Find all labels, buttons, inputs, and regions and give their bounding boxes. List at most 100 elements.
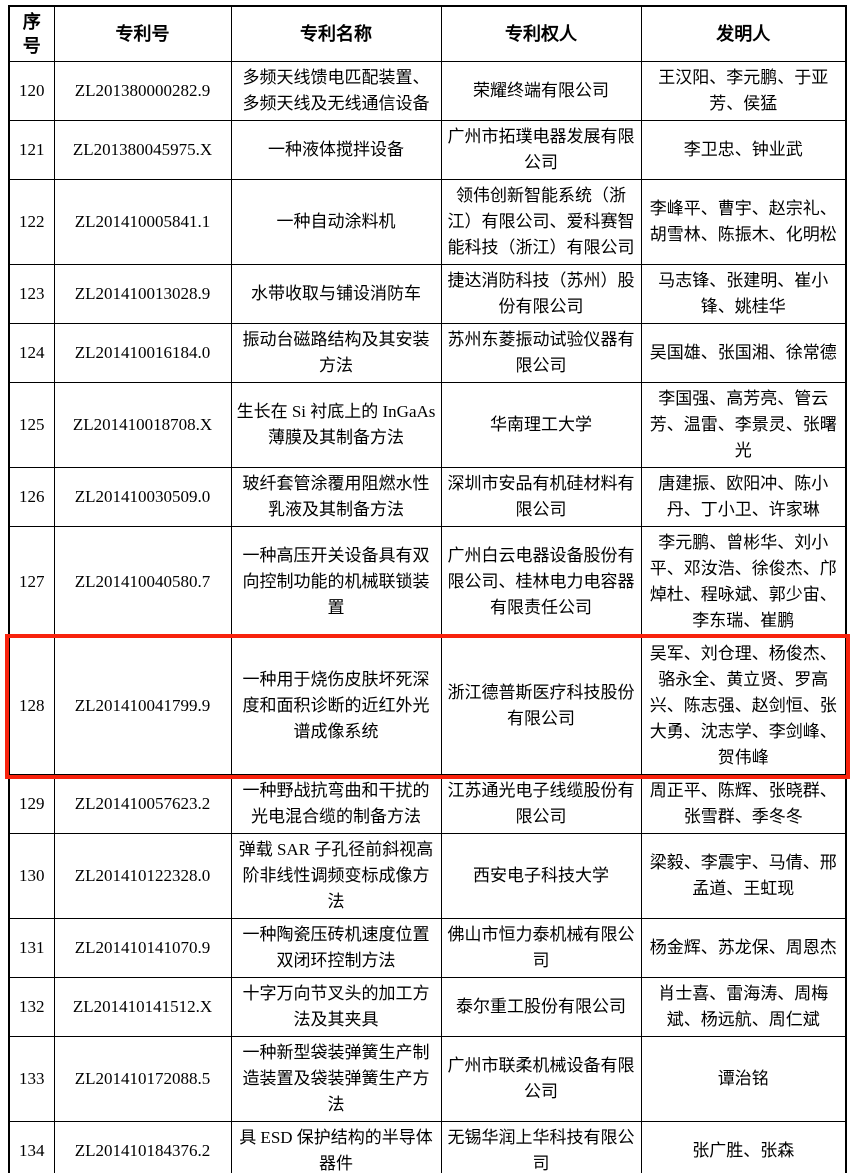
- cell-inventors: 马志锋、张建明、崔小锋、姚桂华: [640, 264, 847, 324]
- table-row: 132 ZL201410141512.X 十字万向节叉头的加工方法及其夹具 泰尔…: [8, 977, 847, 1037]
- cell-inventors: 谭治铭: [640, 1036, 847, 1122]
- cell-patent-owner: 捷达消防科技（苏州）股份有限公司: [440, 264, 642, 324]
- cell-patent-owner: 佛山市恒力泰机械有限公司: [440, 918, 642, 978]
- cell-patent-name: 具 ESD 保护结构的半导体器件: [230, 1121, 442, 1173]
- cell-patent-name: 多频天线馈电匹配装置、多频天线及无线通信设备: [230, 61, 442, 121]
- cell-serial: 122: [8, 179, 55, 265]
- cell-inventors: 李卫忠、钟业武: [640, 120, 847, 180]
- cell-patent-name: 生长在 Si 衬底上的 InGaAs 薄膜及其制备方法: [230, 382, 442, 468]
- cell-patent-number: ZL201410122328.0: [53, 833, 232, 919]
- cell-patent-number: ZL201380045975.X: [53, 120, 232, 180]
- cell-patent-number: ZL201410030509.0: [53, 467, 232, 527]
- cell-serial: 132: [8, 977, 55, 1037]
- cell-inventors: 肖士喜、雷海涛、周梅斌、杨远航、周仁斌: [640, 977, 847, 1037]
- table-row: 122 ZL201410005841.1 一种自动涂料机 领伟创新智能系统（浙江…: [8, 179, 847, 265]
- cell-patent-number: ZL201410041799.9: [53, 637, 232, 775]
- table-row: 120 ZL201380000282.9 多频天线馈电匹配装置、多频天线及无线通…: [8, 61, 847, 121]
- table-row: 125 ZL201410018708.X 生长在 Si 衬底上的 InGaAs …: [8, 382, 847, 468]
- table-row: 126 ZL201410030509.0 玻纤套管涂覆用阻燃水性乳液及其制备方法…: [8, 467, 847, 527]
- cell-patent-owner: 广州市联柔机械设备有限公司: [440, 1036, 642, 1122]
- cell-patent-name: 一种野战抗弯曲和干扰的光电混合缆的制备方法: [230, 774, 442, 834]
- patent-table-header: 序号 专利号 专利名称 专利权人 发明人: [8, 5, 847, 62]
- cell-patent-number: ZL201410016184.0: [53, 323, 232, 383]
- cell-patent-name: 玻纤套管涂覆用阻燃水性乳液及其制备方法: [230, 467, 442, 527]
- column-header-serial: 序号: [8, 5, 55, 62]
- cell-serial: 133: [8, 1036, 55, 1122]
- cell-inventors: 唐建振、欧阳冲、陈小丹、丁小卫、许家琳: [640, 467, 847, 527]
- cell-patent-number: ZL201410005841.1: [53, 179, 232, 265]
- cell-patent-number: ZL201410040580.7: [53, 526, 232, 638]
- column-header-patent-name: 专利名称: [230, 5, 442, 62]
- cell-serial: 121: [8, 120, 55, 180]
- table-row: 127 ZL201410040580.7 一种高压开关设备具有双向控制功能的机械…: [8, 526, 847, 638]
- cell-patent-number: ZL201380000282.9: [53, 61, 232, 121]
- column-header-inventors: 发明人: [640, 5, 847, 62]
- cell-serial: 123: [8, 264, 55, 324]
- cell-patent-owner: 浙江德普斯医疗科技股份有限公司: [440, 637, 642, 775]
- cell-patent-name: 弹载 SAR 子孔径前斜视高阶非线性调频变标成像方法: [230, 833, 442, 919]
- cell-inventors: 李元鹏、曾彬华、刘小平、邓汝浩、徐俊杰、邝焯杜、程咏斌、郭少宙、李东瑞、崔鹏: [640, 526, 847, 638]
- patent-table: 序号 专利号 专利名称 专利权人 发明人 120 ZL201380000282.…: [5, 5, 850, 1173]
- highlighted-row: 128 ZL201410041799.9 一种用于烧伤皮肤坏死深度和面积诊断的近…: [5, 633, 850, 779]
- cell-patent-number: ZL201410018708.X: [53, 382, 232, 468]
- cell-inventors: 李峰平、曹宇、赵宗礼、胡雪林、陈振木、化明松: [640, 179, 847, 265]
- cell-patent-name: 一种液体搅拌设备: [230, 120, 442, 180]
- cell-patent-name: 振动台磁路结构及其安装方法: [230, 323, 442, 383]
- table-row: 123 ZL201410013028.9 水带收取与铺设消防车 捷达消防科技（苏…: [8, 264, 847, 324]
- cell-serial: 131: [8, 918, 55, 978]
- cell-serial: 129: [8, 774, 55, 834]
- table-row: 129 ZL201410057623.2 一种野战抗弯曲和干扰的光电混合缆的制备…: [8, 774, 847, 834]
- cell-patent-name: 十字万向节叉头的加工方法及其夹具: [230, 977, 442, 1037]
- cell-patent-owner: 无锡华润上华科技有限公司: [440, 1121, 642, 1173]
- column-header-patent-owner: 专利权人: [440, 5, 642, 62]
- cell-patent-owner: 领伟创新智能系统（浙江）有限公司、爱科赛智能科技（浙江）有限公司: [440, 179, 642, 265]
- cell-inventors: 李国强、高芳亮、管云芳、温雷、李景灵、张曙光: [640, 382, 847, 468]
- cell-serial: 125: [8, 382, 55, 468]
- cell-patent-owner: 广州白云电器设备股份有限公司、桂林电力电容器有限责任公司: [440, 526, 642, 638]
- cell-patent-owner: 华南理工大学: [440, 382, 642, 468]
- cell-serial: 134: [8, 1121, 55, 1173]
- cell-inventors: 王汉阳、李元鹏、于亚芳、侯猛: [640, 61, 847, 121]
- cell-serial: 126: [8, 467, 55, 527]
- cell-inventors: 周正平、陈辉、张晓群、张雪群、季冬冬: [640, 774, 847, 834]
- cell-patent-number: ZL201410172088.5: [53, 1036, 232, 1122]
- patent-table-body: 120 ZL201380000282.9 多频天线馈电匹配装置、多频天线及无线通…: [5, 61, 850, 1173]
- cell-serial: 128: [8, 637, 55, 775]
- cell-inventors: 吴国雄、张国湘、徐常德: [640, 323, 847, 383]
- cell-serial: 130: [8, 833, 55, 919]
- table-row: 134 ZL201410184376.2 具 ESD 保护结构的半导体器件 无锡…: [8, 1121, 847, 1173]
- cell-patent-name: 一种用于烧伤皮肤坏死深度和面积诊断的近红外光谱成像系统: [230, 637, 442, 775]
- cell-inventors: 张广胜、张森: [640, 1121, 847, 1173]
- cell-inventors: 吴军、刘仓理、杨俊杰、骆永全、黄立贤、罗高兴、陈志强、赵剑恒、张大勇、沈志学、李…: [640, 637, 847, 775]
- cell-patent-owner: 苏州东菱振动试验仪器有限公司: [440, 323, 642, 383]
- cell-patent-owner: 江苏通光电子线缆股份有限公司: [440, 774, 642, 834]
- cell-patent-number: ZL201410013028.9: [53, 264, 232, 324]
- table-row: 133 ZL201410172088.5 一种新型袋装弹簧生产制造装置及袋装弹簧…: [8, 1036, 847, 1122]
- cell-patent-name: 一种自动涂料机: [230, 179, 442, 265]
- cell-inventors: 梁毅、李震宇、马倩、邢孟道、王虹现: [640, 833, 847, 919]
- cell-patent-name: 一种新型袋装弹簧生产制造装置及袋装弹簧生产方法: [230, 1036, 442, 1122]
- cell-patent-name: 一种高压开关设备具有双向控制功能的机械联锁装置: [230, 526, 442, 638]
- table-row: 124 ZL201410016184.0 振动台磁路结构及其安装方法 苏州东菱振…: [8, 323, 847, 383]
- cell-serial: 127: [8, 526, 55, 638]
- cell-patent-owner: 深圳市安品有机硅材料有限公司: [440, 467, 642, 527]
- cell-serial: 120: [8, 61, 55, 121]
- cell-patent-owner: 广州市拓璞电器发展有限公司: [440, 120, 642, 180]
- cell-serial: 124: [8, 323, 55, 383]
- header-row: 序号 专利号 专利名称 专利权人 发明人: [8, 5, 847, 62]
- cell-patent-owner: 荣耀终端有限公司: [440, 61, 642, 121]
- cell-patent-name: 一种陶瓷压砖机速度位置双闭环控制方法: [230, 918, 442, 978]
- cell-patent-owner: 西安电子科技大学: [440, 833, 642, 919]
- table-row: 130 ZL201410122328.0 弹载 SAR 子孔径前斜视高阶非线性调…: [8, 833, 847, 919]
- cell-patent-number: ZL201410141512.X: [53, 977, 232, 1037]
- cell-patent-number: ZL201410057623.2: [53, 774, 232, 834]
- cell-patent-number: ZL201410141070.9: [53, 918, 232, 978]
- table-row: 121 ZL201380045975.X 一种液体搅拌设备 广州市拓璞电器发展有…: [8, 120, 847, 180]
- cell-patent-number: ZL201410184376.2: [53, 1121, 232, 1173]
- table-row: 131 ZL201410141070.9 一种陶瓷压砖机速度位置双闭环控制方法 …: [8, 918, 847, 978]
- cell-inventors: 杨金辉、苏龙保、周恩杰: [640, 918, 847, 978]
- cell-patent-owner: 泰尔重工股份有限公司: [440, 977, 642, 1037]
- cell-patent-name: 水带收取与铺设消防车: [230, 264, 442, 324]
- column-header-patent-number: 专利号: [53, 5, 232, 62]
